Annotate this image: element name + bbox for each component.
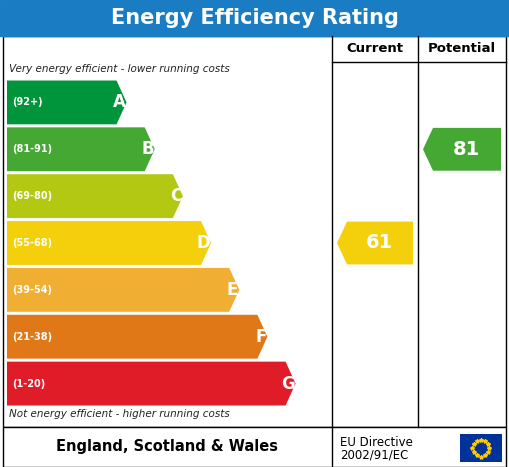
Polygon shape	[7, 315, 267, 359]
Text: B: B	[141, 140, 154, 158]
Text: EU Directive: EU Directive	[340, 437, 413, 450]
Text: (39-54): (39-54)	[12, 285, 52, 295]
Polygon shape	[7, 221, 211, 265]
Text: (55-68): (55-68)	[12, 238, 52, 248]
Polygon shape	[7, 174, 183, 218]
Text: Current: Current	[347, 42, 404, 56]
Text: (81-91): (81-91)	[12, 144, 52, 154]
Polygon shape	[7, 268, 239, 312]
Text: 61: 61	[365, 234, 392, 253]
Text: Potential: Potential	[428, 42, 496, 56]
Text: Energy Efficiency Rating: Energy Efficiency Rating	[110, 8, 399, 28]
Text: D: D	[196, 234, 210, 252]
Polygon shape	[337, 221, 413, 264]
Text: E: E	[227, 281, 238, 299]
Text: (21-38): (21-38)	[12, 332, 52, 342]
Text: England, Scotland & Wales: England, Scotland & Wales	[56, 439, 278, 454]
Text: A: A	[112, 93, 126, 112]
Bar	[0, 0, 509, 36]
Text: Not energy efficient - higher running costs: Not energy efficient - higher running co…	[9, 409, 230, 419]
Text: (92+): (92+)	[12, 98, 43, 107]
Text: 81: 81	[453, 140, 479, 159]
Text: (69-80): (69-80)	[12, 191, 52, 201]
Polygon shape	[423, 128, 501, 171]
Polygon shape	[7, 127, 155, 171]
Text: G: G	[281, 375, 295, 393]
Polygon shape	[7, 361, 296, 405]
Text: 2002/91/EC: 2002/91/EC	[340, 448, 408, 461]
Text: Very energy efficient - lower running costs: Very energy efficient - lower running co…	[9, 64, 230, 74]
Text: C: C	[169, 187, 182, 205]
Polygon shape	[7, 80, 127, 124]
Bar	[460, 434, 502, 462]
Text: (1-20): (1-20)	[12, 379, 45, 389]
Bar	[3, 36, 506, 427]
Bar	[3, 427, 506, 467]
Text: F: F	[255, 328, 266, 346]
